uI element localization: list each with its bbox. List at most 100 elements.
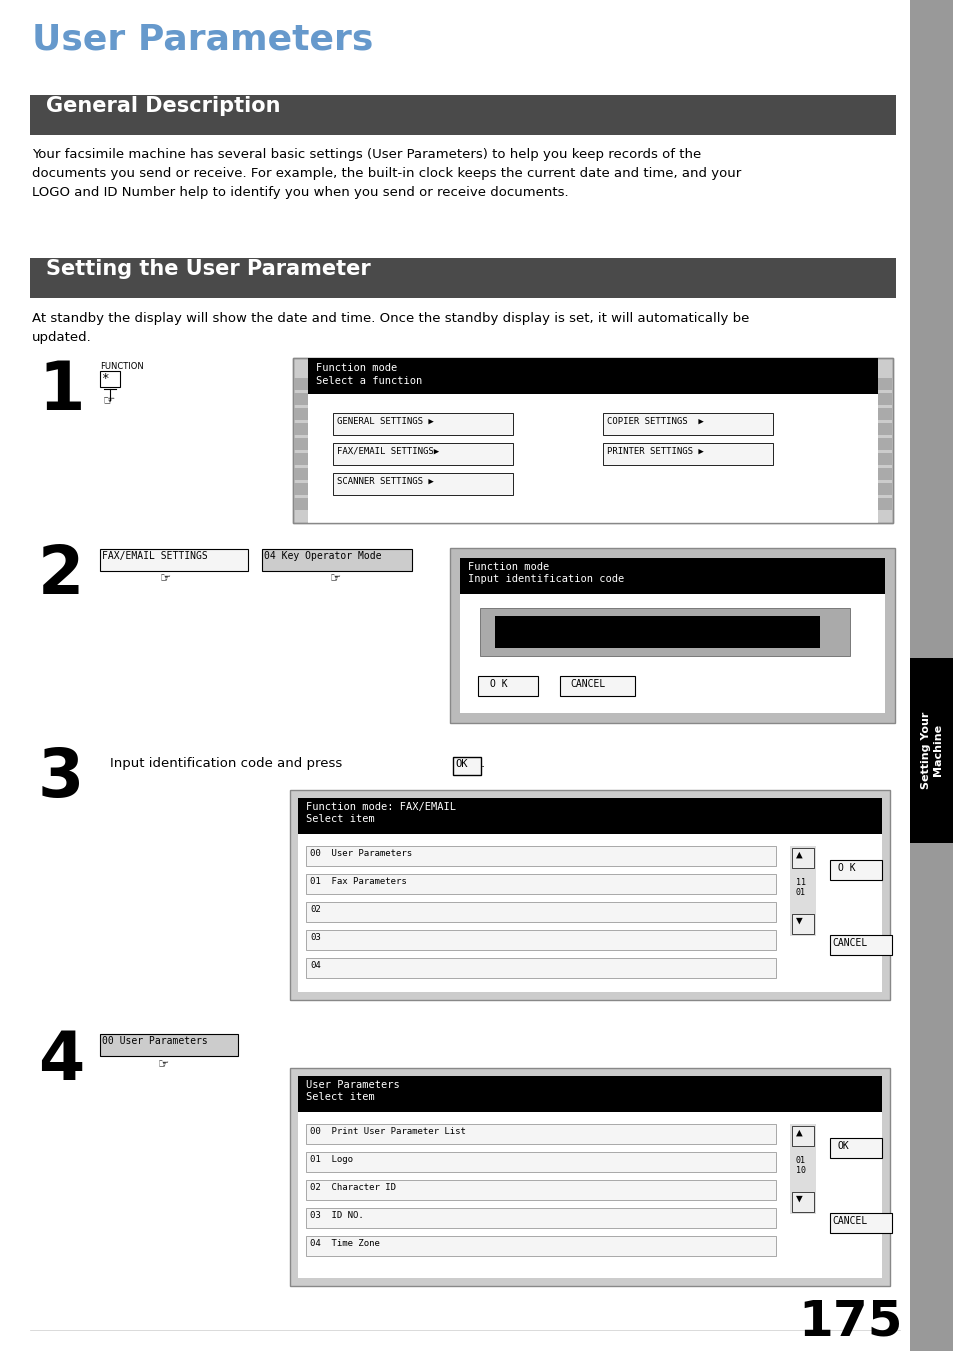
Text: ▼: ▼ [795, 916, 801, 925]
Bar [290, 790, 889, 1000]
Text: FAX/EMAIL SETTINGS▶: FAX/EMAIL SETTINGS▶ [336, 447, 438, 457]
Bar [829, 1138, 882, 1158]
Text: CANCEL: CANCEL [831, 1216, 866, 1225]
Bar [602, 443, 772, 465]
Text: 11
01: 11 01 [795, 878, 805, 897]
Text: GENERAL SETTINGS ▶: GENERAL SETTINGS ▶ [336, 417, 434, 426]
Bar [306, 1124, 775, 1144]
Text: 00  User Parameters: 00 User Parameters [310, 848, 412, 858]
Text: 175: 175 [797, 1298, 902, 1346]
Text: User Parameters: User Parameters [306, 1079, 399, 1090]
Bar [100, 372, 120, 386]
Text: 4: 4 [38, 1028, 84, 1094]
Text: ☞: ☞ [330, 571, 341, 585]
Bar [297, 1075, 882, 1278]
Text: Select a function: Select a function [315, 376, 422, 386]
Bar [290, 1069, 889, 1286]
Text: User Parameters: User Parameters [32, 22, 373, 55]
Bar [308, 358, 877, 394]
Text: 03: 03 [310, 934, 320, 942]
Text: PRINTER SETTINGS ▶: PRINTER SETTINGS ▶ [606, 447, 703, 457]
Bar [294, 423, 308, 435]
Bar [829, 1213, 891, 1233]
Bar [294, 378, 308, 390]
Text: *: * [101, 372, 109, 385]
Bar [791, 1192, 813, 1212]
Text: OK: OK [837, 1142, 849, 1151]
Bar [100, 1034, 237, 1056]
Bar [789, 1124, 815, 1215]
Bar [306, 1152, 775, 1173]
Bar [479, 608, 849, 657]
Bar [30, 258, 895, 299]
Text: OK: OK [455, 759, 467, 769]
Text: Input identification code and press: Input identification code and press [110, 757, 346, 770]
Text: O K: O K [490, 680, 507, 689]
Bar [559, 676, 635, 696]
Bar [477, 676, 537, 696]
Bar [306, 902, 775, 921]
Text: 2: 2 [38, 542, 84, 608]
Bar [602, 413, 772, 435]
Text: Setting the User Parameter: Setting the User Parameter [46, 259, 371, 280]
Bar [333, 443, 513, 465]
Bar [293, 358, 892, 523]
Bar [877, 467, 891, 480]
Bar [294, 499, 308, 509]
Text: Setting Your
Machine: Setting Your Machine [921, 712, 942, 789]
Bar [100, 549, 248, 571]
Text: CANCEL: CANCEL [569, 680, 604, 689]
Text: ☞: ☞ [103, 393, 115, 407]
Text: 01  Logo: 01 Logo [310, 1155, 353, 1165]
Bar [791, 1125, 813, 1146]
Bar [333, 473, 513, 494]
Text: Select item: Select item [306, 815, 375, 824]
Bar [877, 453, 891, 465]
Text: 02: 02 [310, 905, 320, 915]
Text: ▼: ▼ [795, 1194, 801, 1204]
Bar [877, 484, 891, 494]
Bar [306, 1179, 775, 1200]
Text: FAX/EMAIL SETTINGS: FAX/EMAIL SETTINGS [102, 551, 208, 561]
Bar [297, 798, 882, 992]
Bar [459, 558, 884, 713]
Text: At standby the display will show the date and time. Once the standby display is : At standby the display will show the dat… [32, 312, 749, 345]
Text: Function mode: Function mode [468, 562, 549, 571]
Text: ▲: ▲ [795, 1128, 801, 1138]
Bar [306, 958, 775, 978]
Bar [306, 1236, 775, 1256]
Bar [308, 358, 877, 523]
Bar [791, 848, 813, 867]
Text: 01
10: 01 10 [795, 1156, 805, 1175]
Bar [333, 413, 513, 435]
Bar [294, 453, 308, 465]
Text: .: . [480, 757, 485, 770]
Bar [294, 408, 308, 420]
Text: Input identification code: Input identification code [468, 574, 623, 584]
Text: Your facsimile machine has several basic settings (User Parameters) to help you : Your facsimile machine has several basic… [32, 149, 740, 199]
Bar [306, 1208, 775, 1228]
Bar [877, 499, 891, 509]
Bar [294, 467, 308, 480]
Text: COPIER SETTINGS  ▶: COPIER SETTINGS ▶ [606, 417, 703, 426]
Text: 01  Fax Parameters: 01 Fax Parameters [310, 877, 406, 886]
Bar [789, 846, 815, 936]
Bar [262, 549, 412, 571]
Text: Function mode: Function mode [315, 363, 396, 373]
Bar [495, 616, 820, 648]
Text: 1: 1 [38, 358, 85, 424]
Text: O K: O K [837, 863, 855, 873]
Bar [877, 423, 891, 435]
Bar [306, 846, 775, 866]
Text: 02  Character ID: 02 Character ID [310, 1183, 395, 1192]
Bar [909, 658, 953, 843]
Text: 00  Print User Parameter List: 00 Print User Parameter List [310, 1127, 465, 1136]
Text: ▲: ▲ [795, 850, 801, 861]
Bar [829, 935, 891, 955]
Text: 3: 3 [38, 744, 84, 811]
Text: 04 Key Operator Mode: 04 Key Operator Mode [264, 551, 381, 561]
Bar [459, 558, 884, 594]
Bar [294, 438, 308, 450]
Text: 00 User Parameters: 00 User Parameters [102, 1036, 208, 1046]
Text: ☞: ☞ [160, 571, 172, 585]
